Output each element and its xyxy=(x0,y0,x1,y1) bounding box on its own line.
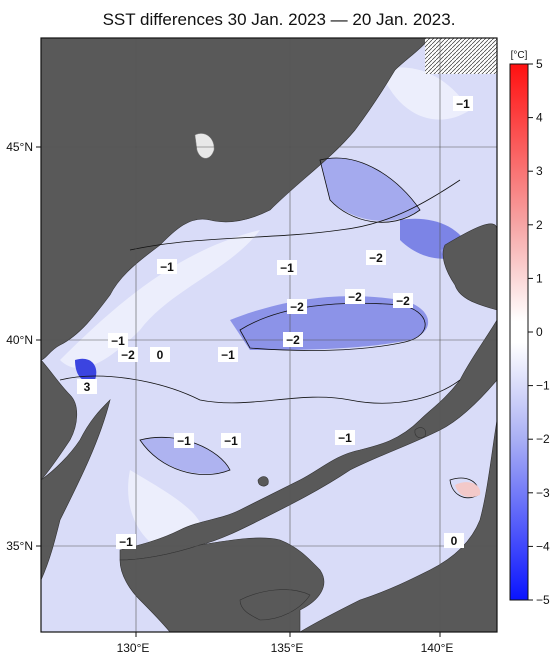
contour-label: −2 xyxy=(286,333,300,347)
contour-label: −2 xyxy=(290,300,304,314)
contour-label: −1 xyxy=(177,434,191,448)
contour-labels: −1 −1 −2 −1 −2 −2 −2 −2 −1 −2 0 −1 3 −1 … xyxy=(77,96,473,549)
colorbar-tick-label: −2 xyxy=(536,432,550,446)
contour-label: −2 xyxy=(121,348,135,362)
contour-label: −1 xyxy=(280,261,294,275)
lat-label: 45°N xyxy=(6,140,33,154)
lon-label: 140°E xyxy=(421,641,454,655)
map-title: SST differences 30 Jan. 2023 — 20 Jan. 2… xyxy=(102,10,456,29)
land-masses xyxy=(41,38,497,632)
map-area: −1 −1 −2 −1 −2 −2 −2 −2 −1 −2 0 −1 3 −1 … xyxy=(41,38,497,632)
colorbar-tick-label: 1 xyxy=(536,271,543,285)
map-frame xyxy=(40,37,498,633)
contour-label: −1 xyxy=(221,348,235,362)
missing-data-area xyxy=(425,38,497,74)
colorbar-tick-label: −4 xyxy=(536,539,550,553)
lat-label: 40°N xyxy=(6,333,33,347)
latitude-labels: 45°N 40°N 35°N xyxy=(6,140,33,553)
colorbar-tick-label: 2 xyxy=(536,218,543,232)
contour-label: −1 xyxy=(338,431,352,445)
contour-label: −1 xyxy=(456,97,470,111)
colorbar-tick-label: 4 xyxy=(536,111,543,125)
colorbar-tick-label: −3 xyxy=(536,486,550,500)
lon-label: 130°E xyxy=(117,641,150,655)
colorbar-tick-label: 0 xyxy=(536,325,543,339)
colorbar-tick-label: 3 xyxy=(536,164,543,178)
lon-label: 135°E xyxy=(271,641,304,655)
contour-label: −2 xyxy=(348,290,362,304)
colorbar-tick-label: −1 xyxy=(536,379,550,393)
lake-khanka xyxy=(194,133,215,159)
colorbar-scale xyxy=(509,63,529,601)
contour-label: −1 xyxy=(160,260,174,274)
contour-label: −1 xyxy=(119,535,133,549)
longitude-labels: 130°E 135°E 140°E xyxy=(117,641,454,655)
contour-label: −1 xyxy=(224,434,238,448)
contour-label: −2 xyxy=(369,251,383,265)
contour-label: −2 xyxy=(396,294,410,308)
colorbar-tick-label: −5 xyxy=(536,593,550,607)
positive-anomaly-patch xyxy=(455,482,481,498)
colorbar: [°C] 5 4 3 2 1 0 −1 −2 −3 −4 −5 xyxy=(509,50,550,607)
colorbar-unit: [°C] xyxy=(511,50,528,61)
colorbar-tick-label: 5 xyxy=(536,57,543,71)
frame-ticks xyxy=(36,146,441,637)
contour-label: 0 xyxy=(451,534,458,548)
contour-label: 0 xyxy=(157,348,164,362)
contour-label: 3 xyxy=(84,380,91,394)
lat-label: 35°N xyxy=(6,539,33,553)
contour-label: −1 xyxy=(111,334,125,348)
